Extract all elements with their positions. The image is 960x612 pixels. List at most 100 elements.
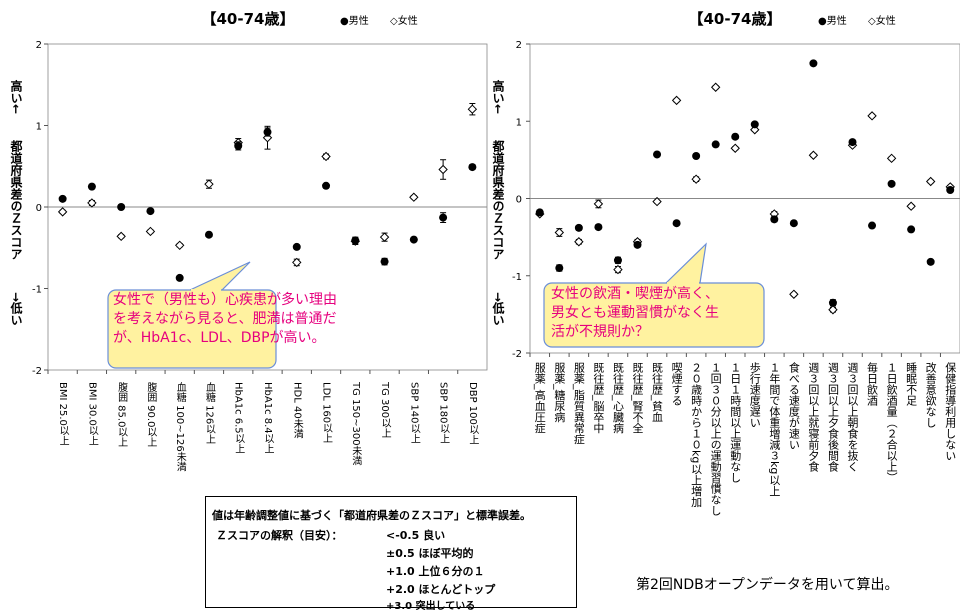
- male-point: [292, 242, 301, 251]
- male-point: [574, 223, 583, 232]
- female-point: [57, 207, 68, 217]
- male-point: [828, 298, 837, 307]
- y-tick-label-2: -1: [512, 272, 522, 283]
- callout-box-2: [543, 282, 765, 348]
- y-tick-label-2: 0: [516, 195, 522, 206]
- male-point: [175, 273, 184, 282]
- x-tick-label-1: TG 300以上: [379, 381, 391, 438]
- female-point: [379, 232, 390, 242]
- legend-female-2: ◇女性: [868, 14, 896, 27]
- female-point: [438, 164, 448, 175]
- note-row-5: +3.0 突出している: [386, 601, 476, 612]
- x-tick-label-2: １年間で体重増減３kg以上: [768, 362, 781, 496]
- male-point: [907, 225, 916, 234]
- y-tick-label-1: -1: [32, 285, 42, 296]
- male-point: [87, 182, 96, 191]
- male-point: [439, 213, 448, 222]
- male-point: [380, 257, 389, 266]
- male-point: [692, 152, 701, 161]
- note-row-1: <-0.5 良い: [386, 529, 446, 542]
- male-point: [204, 230, 213, 239]
- x-tick-label-1: LDL 160以上: [321, 382, 333, 443]
- callout-pointer-2: [664, 242, 707, 284]
- female-point: [925, 176, 936, 187]
- x-tick-label-1: 血糖 126以上: [203, 381, 215, 444]
- male-point: [868, 221, 877, 230]
- callout-text-1: を考えながら見ると、肥満は普通だ: [113, 311, 336, 327]
- male-point: [672, 219, 681, 228]
- x-tick-label-2: 週３回以上朝食を抜く: [846, 362, 859, 472]
- y-tick-label-1: -2: [32, 366, 42, 377]
- female-point: [613, 264, 623, 275]
- x-tick-label-2: 食べる速度が速い: [787, 361, 800, 450]
- y-axis-label-2-3: →低い: [491, 292, 505, 326]
- y-axis-label-1-3: →低い: [9, 292, 23, 326]
- chart-title-2: 【40-74歳】: [689, 10, 782, 28]
- x-tick-label-2: 毎日飲酒: [866, 362, 879, 407]
- male-point: [789, 219, 798, 228]
- male-point: [770, 215, 779, 224]
- male-point: [946, 186, 955, 195]
- x-tick-label-1: 腹囲 90.0以上: [145, 381, 157, 448]
- female-point: [886, 153, 897, 164]
- female-point: [730, 143, 740, 153]
- female-point: [593, 199, 604, 209]
- x-tick-label-2: 歩行速度遅い: [748, 361, 761, 428]
- female-point: [87, 198, 97, 208]
- male-point: [809, 59, 818, 68]
- male-point: [848, 138, 857, 147]
- male-point: [594, 223, 603, 232]
- x-tick-label-1: DBP 100以上: [467, 382, 479, 445]
- note-row-2: ±0.5 ほぼ平均的: [386, 547, 474, 560]
- y-tick-label-2: -2: [512, 349, 522, 360]
- female-point: [409, 192, 419, 202]
- female-point: [710, 82, 721, 92]
- x-tick-label-1: BMI 25.0以上: [57, 382, 69, 446]
- female-point: [292, 257, 302, 268]
- female-point: [116, 231, 126, 242]
- male-point: [322, 181, 331, 190]
- x-tick-label-2: 週３回以上就寝前夕食: [807, 362, 820, 473]
- male-point: [555, 264, 564, 273]
- x-tick-label-1: 血糖 100~126未満: [174, 381, 186, 473]
- x-tick-label-2: 服薬_糖尿病: [553, 362, 566, 424]
- male-point: [409, 235, 418, 244]
- x-tick-label-2: 保健指導利用しない: [944, 361, 957, 461]
- x-tick-label-2: 既往歴_脳卒中: [592, 362, 605, 434]
- callout-pointer-1: [189, 261, 251, 291]
- female-point: [467, 104, 478, 114]
- female-point: [554, 227, 565, 238]
- female-point: [828, 305, 838, 315]
- note-subheading: Ｚスコアの解釈（目安）：: [216, 529, 343, 542]
- male-point: [351, 236, 360, 245]
- y-axis-label-2-2: 都道府県差のＺスコア: [491, 139, 505, 260]
- male-point: [117, 203, 126, 211]
- x-tick-label-2: 喫煙する: [670, 362, 683, 406]
- x-tick-label-1: HbA1c 8.4以上: [262, 382, 274, 454]
- zscore-legend-box: 値は年齢調整値に基づく「都道府県差のＺスコア」と標準誤差。 Ｚスコアの解釈（目安…: [205, 496, 577, 612]
- female-point: [174, 240, 185, 251]
- female-point: [671, 95, 682, 106]
- x-tick-label-2: 睡眠不足: [905, 362, 918, 406]
- male-point: [535, 208, 544, 217]
- x-tick-label-2: 改善意欲なし: [924, 361, 937, 428]
- x-tick-label-1: SBP 140以上: [408, 382, 420, 444]
- x-tick-label-1: HDL 40未満: [291, 382, 303, 439]
- x-tick-label-2: １日１時間以上運動なし: [729, 362, 742, 483]
- x-tick-label-1: BMI 30.0以上: [86, 382, 98, 446]
- callout-text-1: が、HbA1c、LDL、DBPが高い。: [113, 329, 326, 346]
- male-point: [926, 257, 935, 266]
- male-point: [750, 120, 759, 129]
- y-tick-label-1: 2: [36, 40, 42, 51]
- male-point: [58, 194, 67, 203]
- female-point: [867, 111, 877, 121]
- female-point: [906, 201, 916, 211]
- x-tick-label-1: 腹囲 85.0以上: [116, 381, 128, 448]
- x-tick-label-2: 服薬_高血圧症: [533, 362, 546, 435]
- y-tick-label-1: 0: [36, 203, 42, 214]
- legend-female-1: ◇女性: [390, 14, 418, 27]
- male-point: [653, 150, 662, 159]
- legend-male-2: ●男性: [818, 14, 847, 27]
- footnote: 第2回NDBオープンデータを用いて算出。: [636, 577, 899, 593]
